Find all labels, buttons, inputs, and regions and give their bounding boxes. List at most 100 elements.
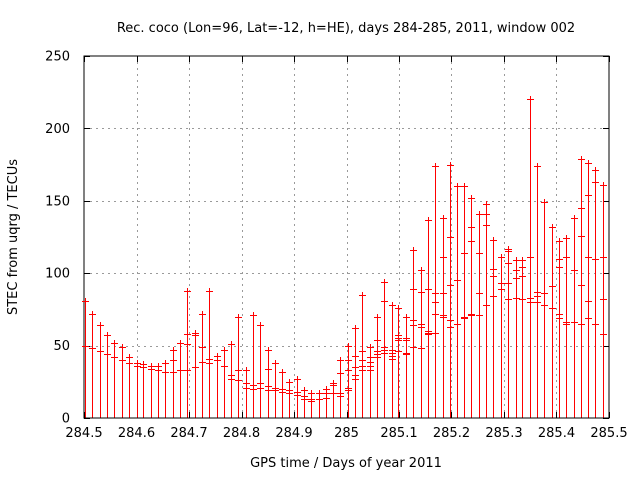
stec-point-marker	[483, 222, 490, 229]
stec-point-marker	[337, 370, 344, 377]
stec-point-marker	[571, 267, 578, 274]
stec-point-marker	[425, 331, 432, 338]
stec-point-marker	[367, 344, 374, 351]
stec-point-marker	[490, 293, 497, 300]
stec-point-marker	[337, 393, 344, 400]
stec-point-marker	[468, 224, 475, 231]
stec-point-marker	[505, 260, 512, 267]
stec-point-marker	[279, 369, 286, 376]
stec-point-marker	[410, 344, 417, 351]
stec-point-marker	[447, 234, 454, 241]
stec-point-marker	[418, 289, 425, 296]
stec-point-marker	[432, 163, 439, 170]
y-axis-label: STEC from uqrg / TECUs	[6, 159, 21, 315]
x-tick-label: 284.8	[223, 426, 260, 441]
stec-point-marker	[447, 317, 454, 324]
stec-point-marker	[592, 167, 599, 174]
stec-point-marker	[519, 257, 526, 264]
stec-point-marker	[308, 398, 315, 405]
stec-point-marker	[513, 295, 520, 302]
stec-point-marker	[184, 341, 191, 348]
stec-point-marker	[257, 385, 264, 392]
stec-point-marker	[476, 250, 483, 257]
stec-point-marker	[447, 282, 454, 289]
y-tick-label: 100	[45, 267, 70, 282]
plot-border	[83, 55, 610, 419]
stec-point-marker	[148, 366, 155, 373]
x-tick-label: 285.5	[590, 426, 627, 441]
stec-point-marker	[519, 296, 526, 303]
stec-point-marker	[323, 395, 330, 402]
stec-point-marker	[498, 286, 505, 293]
stec-point-marker	[440, 314, 447, 321]
stec-point-marker	[541, 290, 548, 297]
stec-point-marker	[214, 357, 221, 364]
stec-point-marker	[476, 211, 483, 218]
stec-point-marker	[235, 377, 242, 384]
stec-point-marker	[162, 369, 169, 376]
stec-point-marker	[294, 376, 301, 383]
stec-point-marker	[134, 363, 141, 370]
stec-point-marker	[513, 275, 520, 282]
stec-point-marker	[534, 293, 541, 300]
stec-point-marker	[505, 296, 512, 303]
stec-point-marker	[585, 254, 592, 261]
stec-point-marker	[556, 264, 563, 271]
stec-point-marker	[556, 315, 563, 322]
stec-point-marker	[359, 367, 366, 374]
stec-point-marker	[585, 315, 592, 322]
stec-point-marker	[585, 160, 592, 167]
stec-point-marker	[432, 290, 439, 297]
stec-point-marker	[461, 315, 468, 322]
stec-point-marker	[119, 357, 126, 364]
stec-point-marker	[170, 369, 177, 376]
stec-point-marker	[279, 389, 286, 396]
x-tick-label: 285.4	[538, 426, 575, 441]
stec-point-marker	[490, 273, 497, 280]
y-tick-label: 250	[45, 50, 70, 65]
stec-point-marker	[447, 162, 454, 169]
stec-point-marker	[316, 396, 323, 403]
stec-point-marker	[534, 163, 541, 170]
stec-point-marker	[257, 322, 264, 329]
stec-point-marker	[294, 392, 301, 399]
stec-point-marker	[243, 367, 250, 374]
stec-point-marker	[352, 376, 359, 383]
stec-point-marker	[265, 366, 272, 373]
stec-point-marker	[549, 283, 556, 290]
stec-point-marker	[243, 385, 250, 392]
stec-point-marker	[374, 354, 381, 361]
stec-point-marker	[206, 360, 213, 367]
stec-point-marker	[352, 325, 359, 332]
stec-point-marker	[600, 331, 607, 338]
stec-point-marker	[527, 254, 534, 261]
stec-point-marker	[381, 279, 388, 286]
stec-point-marker	[440, 290, 447, 297]
stec-point-marker	[359, 292, 366, 299]
stec-point-marker	[498, 254, 505, 261]
stec-point-marker	[571, 215, 578, 222]
stec-point-marker	[534, 299, 541, 306]
stec-point-marker	[192, 332, 199, 339]
stec-point-marker	[454, 277, 461, 284]
stec-point-marker	[483, 201, 490, 208]
x-tick-label: 284.9	[275, 426, 312, 441]
stec-point-marker	[345, 367, 352, 374]
stec-point-marker	[126, 354, 133, 361]
stec-point-marker	[490, 266, 497, 273]
stec-point-marker	[563, 254, 570, 261]
stec-point-marker	[461, 250, 468, 257]
stec-point-marker	[265, 347, 272, 354]
y-tick-label: 150	[45, 194, 70, 209]
stec-point-marker	[221, 347, 228, 354]
stec-point-marker	[286, 390, 293, 397]
stec-point-marker	[97, 348, 104, 355]
y-tick-label: 200	[45, 122, 70, 137]
y-tick-label: 0	[62, 412, 70, 427]
stec-point-marker	[104, 351, 111, 358]
stec-point-marker	[563, 321, 570, 328]
stec-point-marker	[111, 354, 118, 361]
stec-point-marker	[359, 357, 366, 364]
